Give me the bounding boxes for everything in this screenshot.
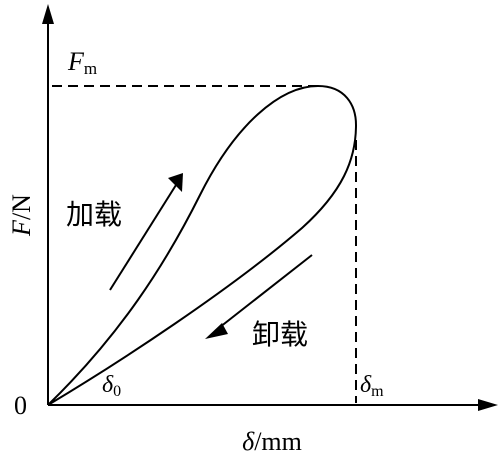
unloading-arrow	[214, 254, 313, 332]
y-axis-label: F/N	[7, 194, 36, 237]
residual-label: δ0	[102, 372, 121, 400]
unloading-label: 卸载	[252, 318, 308, 351]
peak-force-label: Fm	[67, 47, 97, 78]
max-displacement-label: δm	[360, 372, 384, 400]
x-axis-arrow	[478, 399, 498, 411]
loading-label: 加载	[66, 198, 122, 231]
loading-arrowhead	[168, 173, 183, 192]
hysteresis-loop	[47, 84, 358, 406]
origin-label: 0	[14, 391, 27, 420]
unloading-arrowhead	[205, 323, 228, 339]
y-axis-arrow	[42, 4, 54, 24]
x-axis-label: δ/mm	[242, 427, 302, 456]
loading-arrow	[109, 184, 177, 291]
